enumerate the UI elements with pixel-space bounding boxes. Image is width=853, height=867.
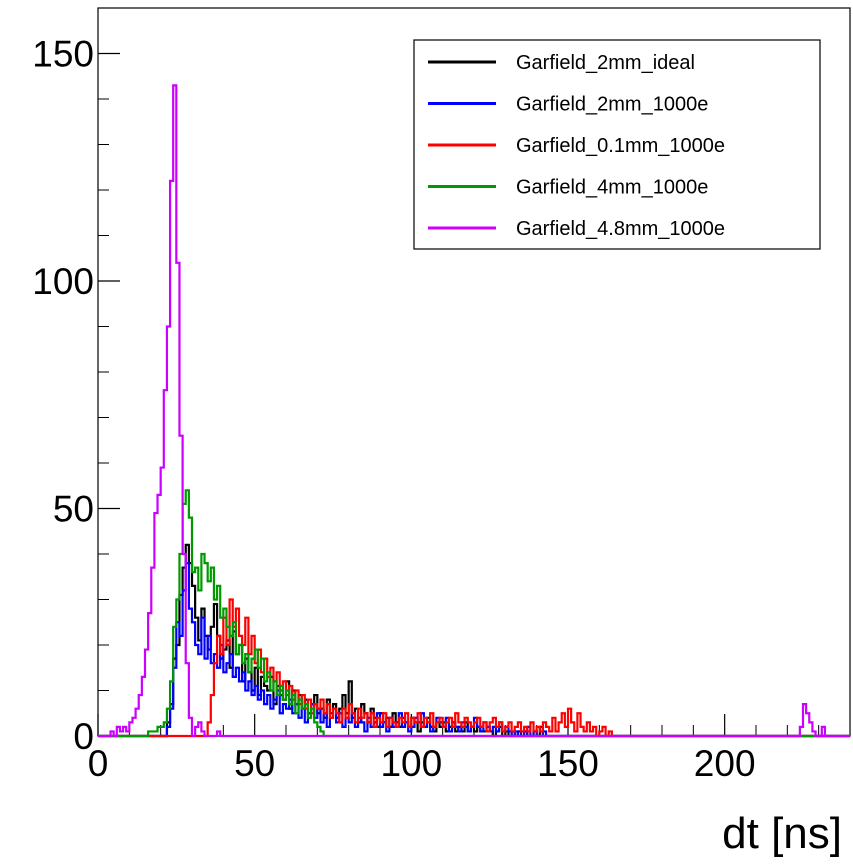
y-tick-label: 50 [53, 489, 94, 530]
x-tick-label: 0 [88, 743, 109, 784]
legend-label: Garfield_2mm_ideal [516, 52, 695, 74]
x-axis: 0 50 100 150 200 [88, 714, 851, 784]
series-line [98, 489, 850, 738]
x-axis-title: dt [ns] [722, 809, 842, 858]
legend-label: Garfield_0.1mm_1000e [516, 135, 725, 157]
series-line [98, 598, 850, 738]
series-layer [98, 84, 850, 738]
legend-entries: Garfield_2mm_ideal Garfield_2mm_1000e Garf… [428, 52, 725, 240]
legend: Garfield_2mm_ideal Garfield_2mm_1000e Garf… [413, 39, 821, 250]
legend-label: Garfield_4.8mm_1000e [516, 218, 725, 240]
x-tick-label: 200 [694, 743, 756, 784]
x-tick-label: 150 [537, 743, 599, 784]
legend-label: Garfield_4mm_1000e [516, 177, 708, 199]
x-tick-label: 50 [234, 743, 275, 784]
y-tick-label: 0 [73, 716, 94, 757]
x-tick-label: 100 [380, 743, 442, 784]
legend-label: Garfield_2mm_1000e [516, 94, 708, 116]
y-tick-label: 100 [32, 261, 94, 302]
y-axis: 0 50 100 150 [32, 7, 120, 757]
series-line [98, 84, 850, 738]
y-tick-label: 150 [32, 34, 94, 75]
